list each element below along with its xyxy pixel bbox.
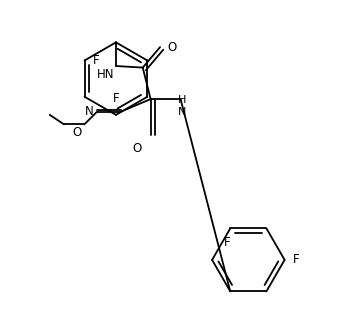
Text: F: F <box>92 54 99 67</box>
Text: F: F <box>113 93 119 105</box>
Text: F: F <box>224 236 231 249</box>
Text: N: N <box>84 105 93 118</box>
Text: HN: HN <box>97 68 114 80</box>
Text: O: O <box>72 126 81 139</box>
Text: O: O <box>132 142 141 155</box>
Text: O: O <box>167 41 176 54</box>
Text: H
N: H N <box>178 95 187 117</box>
Text: F: F <box>292 253 299 266</box>
